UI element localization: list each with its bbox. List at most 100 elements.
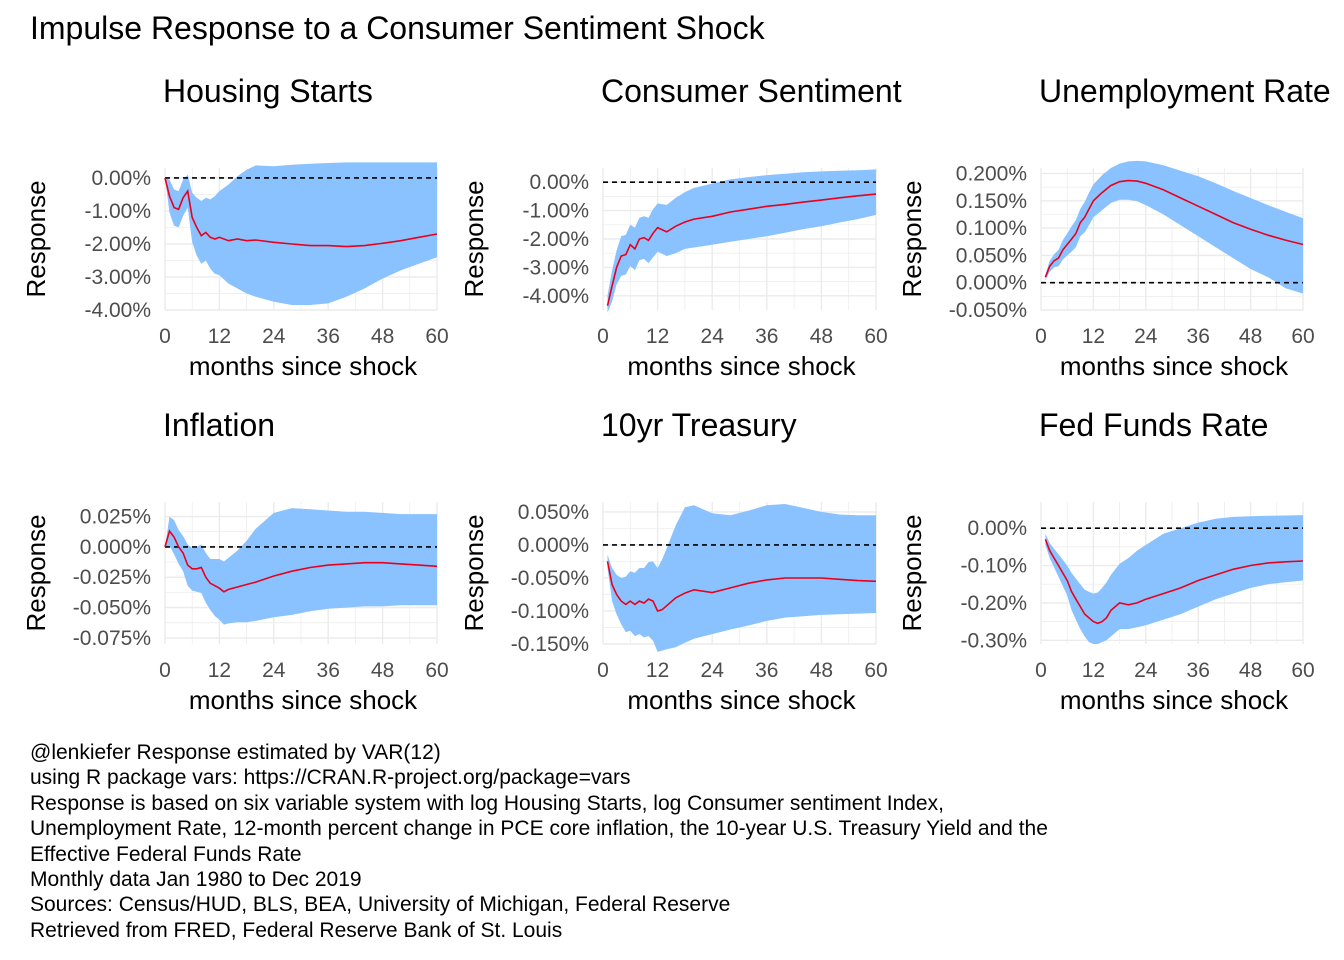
caption: @lenkiefer Response estimated by VAR(12)… bbox=[30, 740, 1048, 943]
x-tick-label: 12 bbox=[646, 325, 669, 348]
response-line bbox=[606, 561, 877, 612]
panel-title: 10yr Treasury bbox=[601, 407, 797, 443]
y-axis-label: Response bbox=[897, 514, 927, 631]
y-tick-label: -4.00% bbox=[522, 285, 589, 308]
y-axis-label: Response bbox=[459, 180, 489, 297]
x-tick-label: 60 bbox=[425, 325, 448, 348]
y-tick-label: -0.100% bbox=[511, 600, 589, 623]
x-tick-label: 60 bbox=[864, 325, 887, 348]
caption-line: Sources: Census/HUD, BLS, BEA, Universit… bbox=[30, 893, 731, 917]
y-tick-label: 0.050% bbox=[956, 244, 1027, 267]
x-tick-label: 0 bbox=[1035, 325, 1047, 348]
panel-title: Unemployment Rate bbox=[1039, 73, 1331, 109]
y-tick-label: -0.025% bbox=[73, 566, 151, 589]
confidence-band bbox=[1045, 515, 1303, 644]
panel-title: Fed Funds Rate bbox=[1039, 407, 1268, 443]
x-tick-label: 24 bbox=[262, 325, 286, 348]
x-tick-label: 12 bbox=[1082, 659, 1105, 682]
x-tick-label: 48 bbox=[810, 659, 833, 682]
y-tick-label: 0.00% bbox=[529, 171, 589, 194]
x-tick-label: 12 bbox=[646, 659, 669, 682]
y-tick-label: 0.000% bbox=[956, 272, 1027, 295]
y-tick-label: -2.00% bbox=[522, 228, 589, 251]
caption-line: Monthly data Jan 1980 to Dec 2019 bbox=[30, 868, 362, 892]
y-tick-label: 0.025% bbox=[80, 506, 151, 529]
y-axis-label: Response bbox=[21, 180, 51, 297]
caption-line: Retrieved from FRED, Federal Reserve Ban… bbox=[30, 918, 563, 942]
x-tick-label: 48 bbox=[1239, 659, 1262, 682]
y-tick-label: -1.00% bbox=[84, 200, 151, 223]
y-axis-label: Response bbox=[459, 514, 489, 631]
caption-line: using R package vars: https://CRAN.R-pro… bbox=[30, 766, 631, 790]
y-tick-label: -1.00% bbox=[522, 200, 589, 223]
x-tick-label: 12 bbox=[208, 659, 231, 682]
y-tick-label: -0.050% bbox=[511, 567, 589, 590]
panel-4: 0 12 24 36 48 60 0.025% 0.000% -0.025% -0.050% -0.… bbox=[21, 407, 449, 715]
panel-title: Inflation bbox=[163, 407, 275, 443]
x-tick-label: 24 bbox=[701, 659, 725, 682]
panel-1: 0 12 24 36 48 60 0.00% -1.00% -2.00% -3.00% -4.00%… bbox=[21, 73, 449, 381]
x-axis-label: months since shock bbox=[189, 351, 418, 381]
y-tick-label: 0.200% bbox=[956, 162, 1027, 185]
x-tick-label: 48 bbox=[810, 325, 833, 348]
y-tick-label: -4.00% bbox=[84, 299, 151, 322]
y-tick-label: -2.00% bbox=[84, 233, 151, 256]
x-tick-label: 12 bbox=[1082, 325, 1105, 348]
x-tick-label: 0 bbox=[1035, 659, 1047, 682]
y-tick-label: -0.30% bbox=[960, 629, 1027, 652]
y-tick-label: -0.050% bbox=[73, 597, 151, 620]
response-line bbox=[1044, 539, 1304, 625]
x-tick-label: 0 bbox=[597, 325, 609, 348]
x-tick-label: 36 bbox=[1187, 659, 1210, 682]
y-tick-label: -0.075% bbox=[73, 627, 151, 650]
x-axis-label: months since shock bbox=[627, 685, 856, 715]
response-line bbox=[164, 529, 438, 593]
x-tick-label: 0 bbox=[159, 659, 171, 682]
x-tick-label: 24 bbox=[701, 325, 725, 348]
caption-line: Effective Federal Funds Rate bbox=[30, 842, 302, 866]
x-axis-label: months since shock bbox=[1060, 685, 1289, 715]
caption-line: @lenkiefer Response estimated by VAR(12) bbox=[30, 741, 441, 764]
y-tick-label: 0.100% bbox=[956, 217, 1027, 240]
x-tick-label: 24 bbox=[1134, 659, 1158, 682]
panel-6: 0 12 24 36 48 60 0.00% -0.10% -0.20% -0.30% months… bbox=[897, 407, 1315, 715]
panel-3: 0 12 24 36 48 60 0.200% 0.150% 0.100% 0.050% 0.000… bbox=[897, 73, 1331, 381]
confidence-band bbox=[607, 169, 876, 313]
y-tick-label: 0.050% bbox=[518, 501, 589, 524]
panel-5: 0 12 24 36 48 60 0.050% 0.000% -0.050% -0.100% -0.… bbox=[459, 407, 888, 715]
impulse-response-figure: 0 12 24 36 48 60 0.00% -1.00% -2.00% -3.00% -4.00%… bbox=[21, 73, 1331, 715]
x-axis-label: months since shock bbox=[189, 685, 418, 715]
x-tick-label: 36 bbox=[755, 325, 778, 348]
y-tick-label: 0.00% bbox=[967, 517, 1027, 540]
response-line bbox=[1044, 179, 1304, 278]
x-tick-label: 48 bbox=[1239, 325, 1262, 348]
x-tick-label: 60 bbox=[1291, 325, 1314, 348]
y-tick-label: -0.20% bbox=[960, 592, 1027, 615]
panel-2: 0 12 24 36 48 60 0.00% -1.00% -2.00% -3.00% -4.00%… bbox=[459, 73, 902, 381]
panel-title: Consumer Sentiment bbox=[601, 73, 902, 109]
y-axis-label: Response bbox=[897, 180, 927, 297]
x-tick-label: 36 bbox=[1187, 325, 1210, 348]
response-line bbox=[606, 193, 877, 306]
panel-title: Housing Starts bbox=[163, 73, 373, 109]
response-line bbox=[164, 177, 438, 248]
x-axis-label: months since shock bbox=[627, 351, 856, 381]
confidence-band bbox=[607, 504, 876, 652]
x-tick-label: 12 bbox=[208, 325, 231, 348]
x-tick-label: 36 bbox=[317, 325, 340, 348]
x-tick-label: 48 bbox=[371, 659, 394, 682]
figure-title: Impulse Response to a Consumer Sentiment… bbox=[30, 10, 765, 46]
y-tick-label: -0.050% bbox=[949, 299, 1027, 322]
y-tick-label: 0.000% bbox=[518, 534, 589, 557]
x-tick-label: 24 bbox=[1134, 325, 1158, 348]
y-axis-label: Response bbox=[21, 514, 51, 631]
y-tick-label: -0.150% bbox=[511, 633, 589, 656]
caption-line: Response is based on six variable system… bbox=[30, 791, 944, 815]
x-axis-label: months since shock bbox=[1060, 351, 1289, 381]
x-tick-label: 48 bbox=[371, 325, 394, 348]
x-tick-label: 24 bbox=[262, 659, 286, 682]
x-tick-label: 36 bbox=[317, 659, 340, 682]
y-tick-label: -3.00% bbox=[84, 266, 151, 289]
confidence-band bbox=[165, 508, 437, 625]
confidence-band bbox=[165, 162, 437, 305]
